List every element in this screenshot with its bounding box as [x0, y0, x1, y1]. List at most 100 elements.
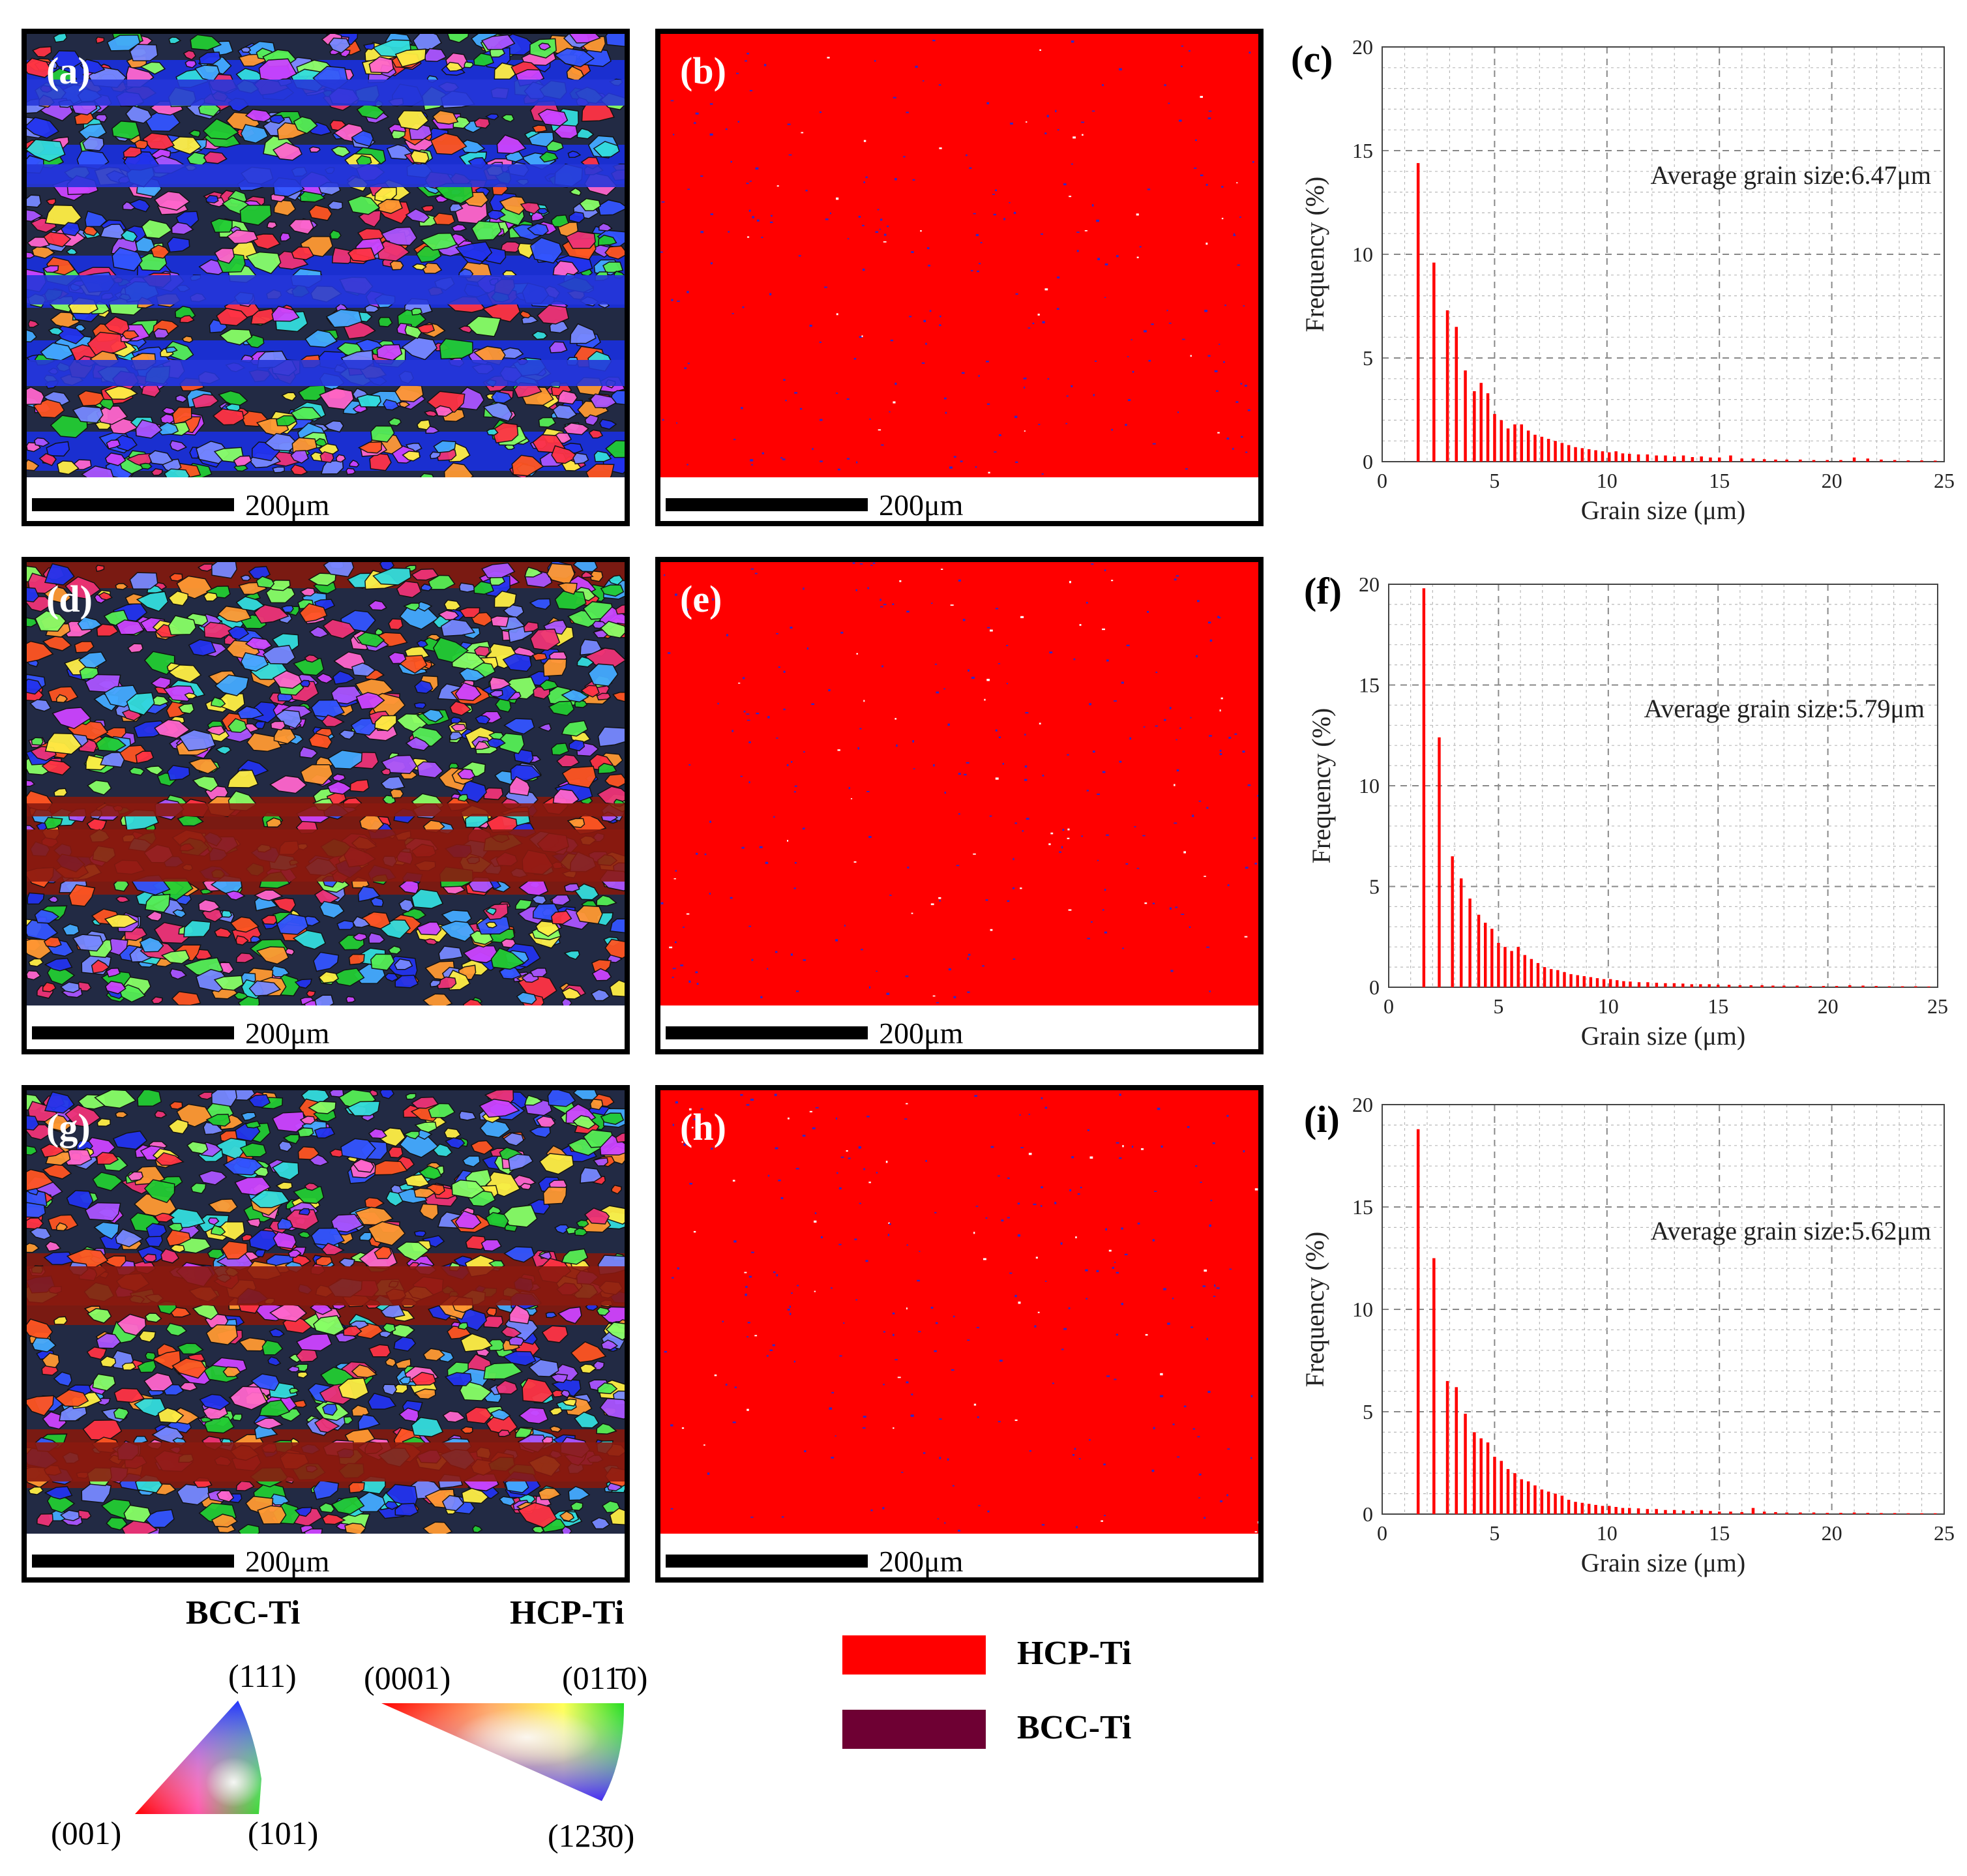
ytick-c-0: 0: [1363, 450, 1373, 473]
bar-c-46: [1812, 460, 1816, 462]
bar-i-25: [1608, 1506, 1611, 1514]
phase-map-b: (b) 200μm: [655, 29, 1264, 526]
bar-i-14: [1533, 1485, 1537, 1514]
bar-f-27: [1622, 981, 1625, 987]
ytick-f-0: 0: [1369, 975, 1380, 999]
bar-c-11: [1513, 424, 1516, 462]
phase-map-e-image: [660, 562, 1258, 1005]
bar-i-33: [1673, 1510, 1676, 1514]
bar-i-52: [1893, 1513, 1897, 1514]
scale-text-d: 200μm: [245, 1017, 330, 1050]
bar-f-36: [1699, 984, 1702, 987]
bar-c-24: [1601, 451, 1605, 462]
bar-f-43: [1771, 985, 1775, 987]
bar-c-50: [1866, 458, 1869, 462]
ytick-c-20: 20: [1352, 35, 1373, 59]
bar-f-15: [1543, 967, 1546, 987]
bar-c-25: [1608, 452, 1611, 462]
bar-i-9: [1500, 1461, 1503, 1514]
bar-f-49: [1848, 985, 1852, 987]
bar-c-0: [1416, 163, 1420, 462]
bcc-ipf-001: (001): [51, 1815, 122, 1851]
ytick-f-15: 15: [1359, 674, 1380, 697]
bar-c-48: [1839, 460, 1842, 462]
bar-c-6: [1479, 383, 1483, 462]
bar-c-47: [1826, 460, 1829, 462]
bar-i-3: [1455, 1387, 1458, 1514]
bar-c-10: [1506, 428, 1510, 462]
bar-f-46: [1809, 986, 1812, 987]
bar-c-28: [1628, 453, 1631, 462]
bar-i-13: [1526, 1481, 1530, 1514]
bar-i-36: [1700, 1510, 1703, 1514]
panel-label-a: (a): [46, 50, 91, 92]
bar-i-6: [1479, 1438, 1483, 1514]
bcc-ipf-101: (101): [248, 1815, 319, 1851]
ylabel-i: Frequency (%): [1300, 1232, 1329, 1388]
bar-f-18: [1563, 972, 1566, 987]
bar-f-0: [1422, 588, 1426, 987]
scale-bar-a: [32, 498, 234, 511]
bar-i-32: [1664, 1510, 1667, 1514]
phase-map-h: (h) 200μm: [655, 1085, 1264, 1583]
bar-c-41: [1751, 458, 1755, 462]
bar-c-34: [1681, 455, 1685, 462]
chart-grid-f: [1388, 584, 1938, 988]
ytick-i-10: 10: [1352, 1298, 1373, 1321]
ipf-map-d-image: [27, 562, 625, 1005]
xtick-c-0: 0: [1377, 469, 1387, 492]
bar-i-28: [1628, 1508, 1631, 1514]
xtick-f-20: 20: [1818, 994, 1839, 1018]
annotation-c: Average grain size:6.47μm: [1650, 160, 1931, 190]
bar-c-42: [1762, 459, 1766, 462]
bar-i-50: [1866, 1513, 1869, 1514]
bar-c-31: [1655, 455, 1658, 462]
bar-i-7: [1486, 1442, 1490, 1514]
bar-i-30: [1646, 1509, 1649, 1514]
annotation-i: Average grain size:5.62μm: [1650, 1216, 1931, 1245]
bar-c-2: [1445, 310, 1449, 462]
chart-bars-c: [1416, 163, 1937, 462]
bar-f-29: [1637, 982, 1641, 987]
chart-bars-f: [1422, 588, 1930, 987]
bar-c-18: [1560, 443, 1564, 462]
legend-swatch-hcp: [842, 1635, 986, 1675]
xtick-i-15: 15: [1709, 1521, 1730, 1545]
bar-f-54: [1914, 986, 1917, 987]
panel-label-i: (i): [1304, 1098, 1340, 1140]
ipf-map-d: (d) 200μm: [22, 557, 630, 1054]
ylabel-c: Frequency (%): [1300, 177, 1329, 333]
phase-map-e: (e) 200μm: [655, 557, 1264, 1054]
bar-f-2: [1451, 856, 1454, 987]
bar-i-22: [1588, 1504, 1591, 1514]
bar-c-13: [1526, 430, 1530, 462]
xtick-f-15: 15: [1708, 994, 1728, 1018]
bar-i-19: [1567, 1500, 1571, 1514]
bar-f-48: [1835, 986, 1839, 987]
bar-c-16: [1546, 439, 1550, 462]
bar-c-36: [1700, 456, 1703, 462]
bar-i-2: [1445, 1380, 1449, 1514]
bar-i-10: [1506, 1468, 1510, 1514]
bar-i-38: [1718, 1511, 1721, 1514]
bar-c-3: [1455, 327, 1458, 462]
bar-i-18: [1560, 1495, 1564, 1514]
scale-text-b: 200μm: [879, 488, 964, 522]
bar-i-53: [1906, 1513, 1910, 1514]
bar-f-20: [1576, 975, 1579, 987]
bar-c-32: [1664, 455, 1667, 462]
bar-i-15: [1540, 1489, 1544, 1514]
xtick-i-25: 25: [1934, 1521, 1955, 1545]
bar-i-46: [1812, 1512, 1816, 1514]
panel-label-d: (d): [46, 578, 93, 620]
bar-c-20: [1574, 447, 1577, 462]
phase-map-b-image: [660, 34, 1258, 477]
bar-f-45: [1796, 985, 1799, 987]
xtick-f-25: 25: [1927, 994, 1948, 1018]
bar-c-4: [1464, 370, 1467, 462]
bar-i-48: [1839, 1513, 1842, 1514]
bar-c-7: [1486, 393, 1490, 462]
bar-f-52: [1887, 986, 1891, 987]
bar-f-25: [1609, 979, 1612, 987]
xtick-c-15: 15: [1709, 469, 1730, 492]
